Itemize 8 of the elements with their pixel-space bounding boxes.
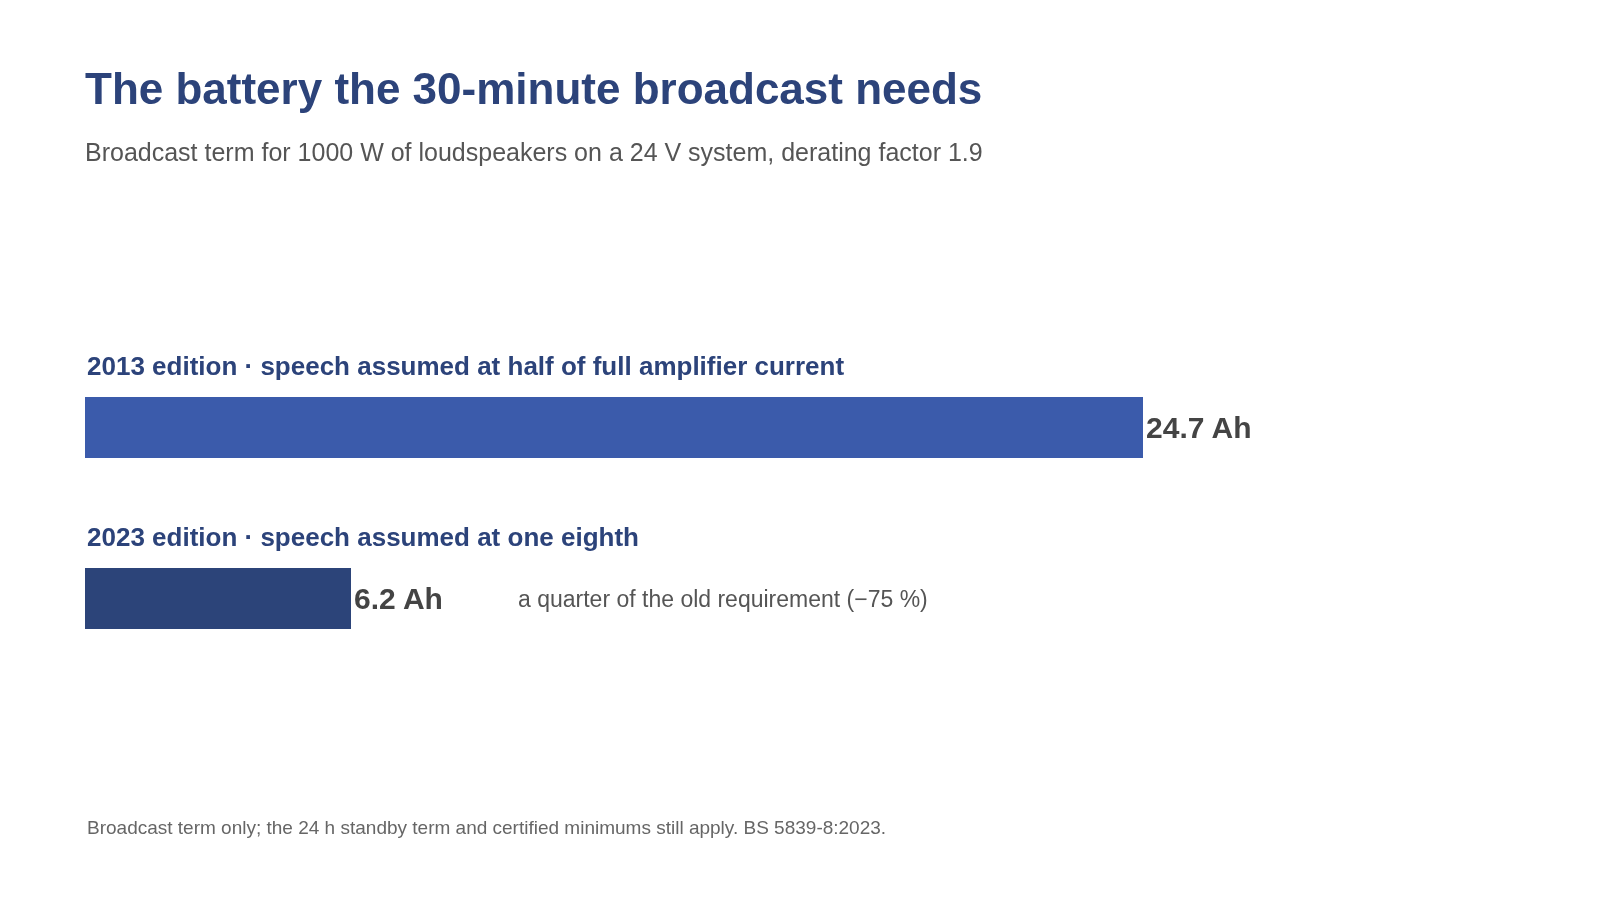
y-tick-label: 2013 edition · speech assumed at half of full amplifier current [87, 351, 845, 381]
chart-subtitle: Broadcast term for 1000 W of loudspeakers on a 24 V system, derating factor 1.9 [85, 137, 983, 166]
data-label: 6.2 Ah [354, 582, 443, 615]
y-tick-label: 2023 edition · speech assumed at one eighth [87, 522, 639, 552]
chart-title: The battery the 30-minute broadcast needs [85, 63, 983, 113]
annotation: a quarter of the old requirement (−75 %) [518, 586, 928, 612]
text: Broadcast term only; the 24 h standby term and certified minimums still apply. BS 5839-8:2023. [87, 817, 887, 838]
data-label: 24.7 Ah [1146, 411, 1252, 444]
